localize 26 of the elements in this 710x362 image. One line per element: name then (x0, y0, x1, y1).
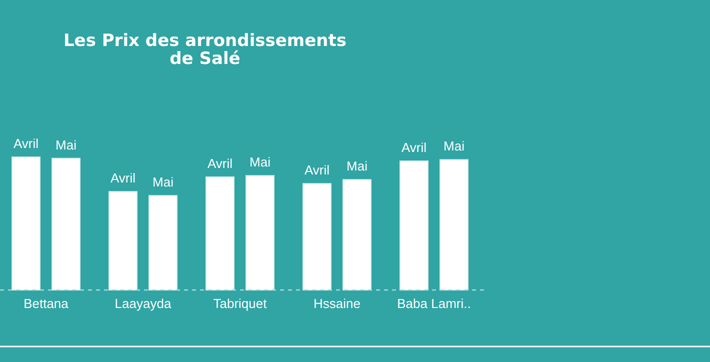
bar (302, 183, 332, 290)
chart-title: Les Prix des arrondissements de Salé (63, 31, 347, 69)
text: Avril (207, 156, 233, 171)
bar (108, 191, 138, 290)
series-label: Mai (56, 137, 77, 152)
text: Mai (250, 154, 270, 170)
x-tick-label: Bettana (24, 296, 70, 311)
text: Avril (110, 170, 136, 186)
text: Mai (152, 174, 174, 190)
x-tick-label: Baba Lamri.. (397, 296, 471, 311)
bar (400, 160, 428, 290)
x-tick-label: Tabriquet (213, 296, 268, 311)
series-label: Avril (13, 136, 39, 151)
bar (246, 175, 274, 290)
bar (52, 158, 80, 290)
x-tick-label: Hssaine (314, 296, 360, 311)
bar (206, 176, 234, 290)
bar (440, 159, 468, 290)
x-tick-label: Laayayda (114, 296, 172, 311)
bar (342, 179, 372, 290)
text: Mai (444, 138, 464, 154)
bar (12, 156, 40, 290)
text: Avril (401, 140, 427, 155)
text: Avril (304, 162, 330, 178)
text: Mai (346, 158, 368, 174)
bar (148, 195, 178, 290)
